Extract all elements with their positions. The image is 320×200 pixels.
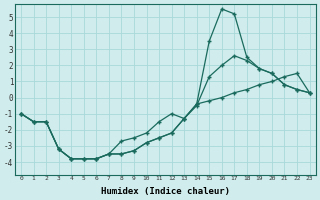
X-axis label: Humidex (Indice chaleur): Humidex (Indice chaleur): [101, 187, 230, 196]
